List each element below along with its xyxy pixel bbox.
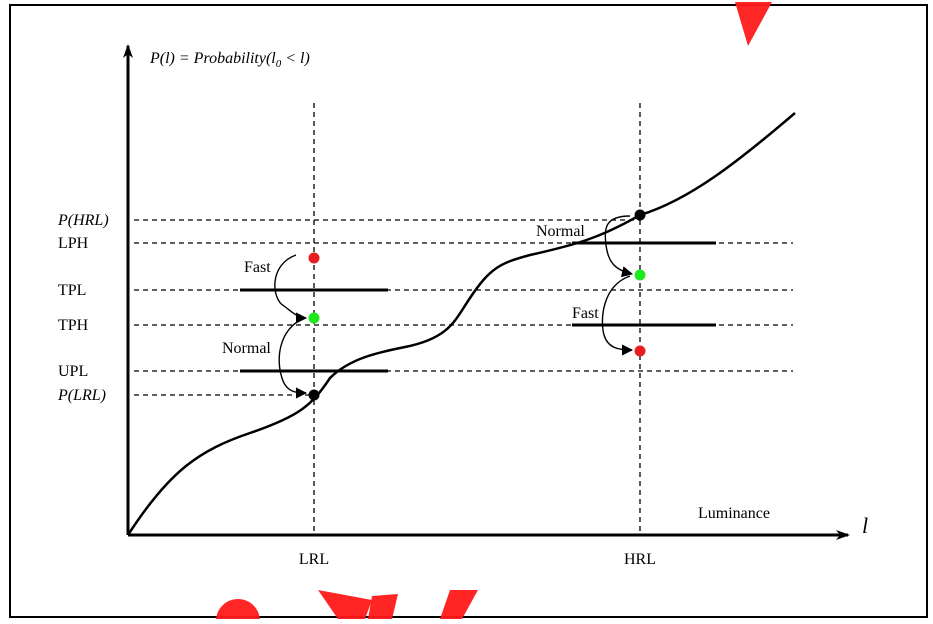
left-red-point — [308, 252, 320, 264]
ytick-lph: LPH — [58, 235, 89, 252]
right-normal-label: Normal — [536, 223, 585, 240]
ytick-tph: TPH — [58, 317, 89, 334]
left-normal-label: Normal — [222, 340, 271, 357]
left-fast-arrow — [274, 254, 308, 324]
ytick-tpl: TPL — [58, 282, 86, 299]
figure-frame — [9, 4, 928, 618]
right-green-point — [634, 269, 646, 281]
ytick-p-hrl: P(HRL) — [57, 212, 109, 229]
watermark-triangle-icon — [735, 2, 772, 46]
watermark-shapes — [216, 2, 772, 624]
watermark-wedge-icon-2 — [368, 594, 398, 619]
y-axis-title: P(l) = Probability(l0 < l) — [149, 50, 310, 70]
left-black-point — [308, 389, 320, 401]
xtick-hrl: HRL — [624, 551, 656, 568]
x-axis-title: Luminance — [698, 505, 770, 522]
ytick-upl: UPL — [58, 363, 88, 380]
watermark-slash-icon — [440, 590, 478, 619]
transition-arrows — [274, 215, 634, 399]
right-fast-label: Fast — [572, 305, 599, 322]
threshold-bars — [240, 241, 716, 373]
right-normal-arrow — [604, 215, 634, 278]
x-axis-symbol: l — [862, 513, 868, 538]
right-red-point — [634, 345, 646, 357]
left-fast-label: Fast — [244, 259, 271, 276]
right-black-point — [634, 209, 646, 221]
ytick-p-lrl: P(LRL) — [57, 387, 106, 404]
left-green-point — [308, 312, 320, 324]
xtick-lrl: LRL — [299, 551, 329, 568]
right-fast-arrow — [601, 275, 634, 356]
watermark-wedge-icon — [318, 590, 372, 619]
left-normal-arrow — [278, 317, 308, 399]
watermark-circle-icon — [216, 599, 260, 624]
